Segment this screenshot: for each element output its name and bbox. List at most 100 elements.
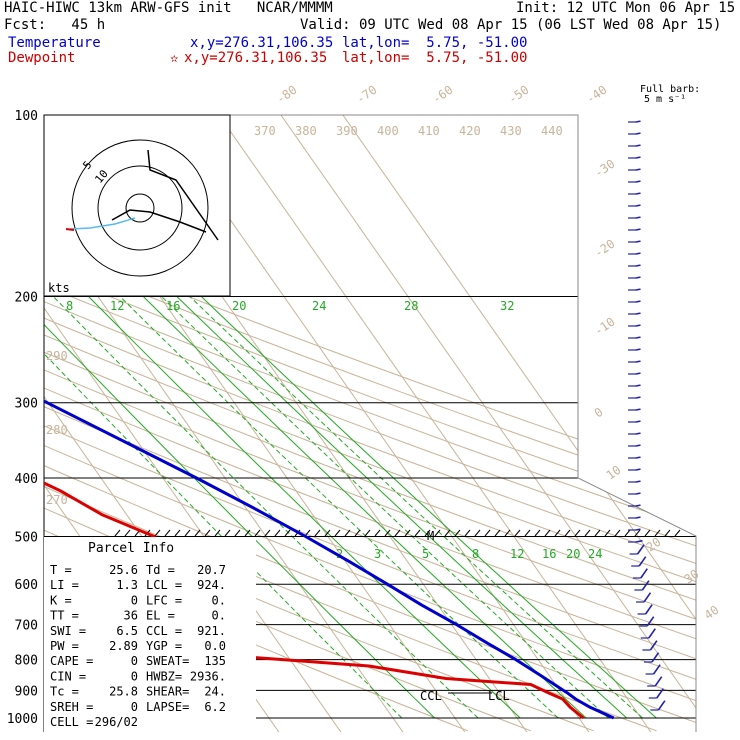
- parcel-row-label: SWI =: [50, 624, 86, 638]
- parcel-row-value: 24.: [204, 685, 226, 699]
- wind-barb: [635, 348, 641, 351]
- mixing-ratio-label: 8: [66, 299, 73, 313]
- theta-label: 370: [254, 124, 276, 138]
- pressure-label-300: 300: [15, 397, 38, 412]
- hatch-mark: [674, 529, 681, 537]
- parcel-row-value: 135: [204, 654, 226, 668]
- isotherm-label: -40: [584, 83, 610, 107]
- parcel-row-value: 924.: [197, 578, 226, 592]
- theta-label: 420: [459, 124, 481, 138]
- parcel-row-label: CIN =: [50, 669, 86, 683]
- dry-adiabat: [44, 115, 696, 732]
- isotherm-label: -80: [274, 83, 300, 107]
- dry-adiabat: [44, 115, 696, 732]
- hatch-mark: [204, 529, 211, 537]
- mixing-ratio-label: 3: [374, 547, 381, 561]
- isotherm-label: 20: [644, 535, 664, 555]
- header-valid-time: Valid: 09 UTC Wed 08 Apr 15 (06 LST Wed …: [300, 17, 722, 33]
- wind-barb: [635, 539, 643, 543]
- isotherm-label: -60: [430, 83, 456, 107]
- hatch-mark: [254, 529, 261, 537]
- parcel-row-value: 20.7: [197, 563, 226, 577]
- parcel-row-label: EL =: [146, 609, 175, 623]
- wind-barb: [635, 516, 641, 519]
- wind-barb: [635, 372, 641, 375]
- dry-adiabat: [44, 115, 696, 732]
- isotherm-line: [342, 115, 696, 732]
- dry-adiabat: [44, 115, 696, 732]
- hatch-mark: [214, 529, 221, 537]
- theta-label: 390: [336, 124, 358, 138]
- ccl-label: CCL: [420, 689, 442, 703]
- pressure-label-700: 700: [15, 619, 38, 634]
- wind-barb: [640, 568, 648, 579]
- hatch-mark: [224, 529, 231, 537]
- hatch-mark: [194, 529, 201, 537]
- parcel-row-label: SHEAR=: [146, 685, 189, 699]
- parcel-row-value: 1.3: [116, 578, 138, 592]
- hatch-mark: [634, 529, 641, 537]
- wind-barb: [635, 480, 641, 483]
- hodograph-ring-5: [125, 193, 155, 223]
- dry-adiabat: [44, 115, 696, 732]
- hatch-mark: [424, 529, 431, 537]
- parcel-row-value: 2936.: [190, 669, 226, 683]
- wind-barb: [635, 192, 641, 195]
- legend-dewpoint: Dewpoint: [8, 50, 76, 66]
- hatch-mark: [274, 529, 281, 537]
- wind-barb: [635, 336, 641, 339]
- hatch-mark: [494, 529, 501, 537]
- wind-barb: [635, 240, 641, 243]
- mixing-ratio-label: 12: [110, 299, 124, 313]
- hatch-mark: [594, 529, 601, 537]
- hatch-mark: [574, 529, 581, 537]
- mixing-ratio-label: 8: [472, 547, 479, 561]
- legend-temperature-latlon: lat,lon= 5.75, -51.00: [342, 35, 528, 51]
- parcel-row-label: Tc =: [50, 685, 79, 699]
- hatch-mark: [584, 529, 591, 537]
- hodograph-unit-label: kts: [48, 281, 70, 295]
- wind-barb: [635, 420, 641, 423]
- hatch-mark: [524, 529, 531, 537]
- parcel-row-value: 2.89: [109, 639, 138, 653]
- mixing-ratio-line: [52, 296, 479, 719]
- barb-legend-title: Full barb:: [640, 84, 701, 95]
- parcel-row-label: LCL =: [146, 578, 182, 592]
- wind-barb: [635, 396, 641, 399]
- wind-barb: [646, 616, 655, 627]
- header-title: HAIC-HIWC 13km ARW-GFS init NCAR/MMMM: [4, 0, 333, 16]
- isotherm-label: -70: [354, 83, 380, 107]
- hatch-mark: [484, 529, 491, 537]
- parcel-info-panel: Parcel Info T = 25.6 Td = 20.7 LI = 1.3 LCL = 92…: [44, 537, 256, 732]
- pressure-label-1000: 1000: [7, 712, 38, 727]
- wind-barb: [657, 700, 666, 711]
- wind-barb: [636, 544, 645, 555]
- wind-barb: [635, 360, 641, 363]
- parcel-row-value: 36: [124, 609, 138, 623]
- pressure-label-900: 900: [15, 684, 38, 699]
- mixing-ratio-label: 28: [404, 299, 418, 313]
- lcl-label: LCL: [488, 689, 510, 703]
- hatch-mark: [314, 529, 321, 537]
- mixing-ratio-label: 2: [336, 547, 343, 561]
- isotherm-label: 10: [604, 463, 624, 483]
- hatch-mark: [474, 529, 481, 537]
- wind-barb: [641, 580, 650, 591]
- mixing-ratio-label: 24: [312, 299, 326, 313]
- hodograph-surface-mark: [65, 228, 75, 231]
- hodograph-ring-10: [97, 165, 183, 251]
- parcel-row-label: PW =: [50, 639, 79, 653]
- hatch-mark: [454, 529, 461, 537]
- hatch-mark: [464, 529, 471, 537]
- pressure-label-600: 600: [15, 578, 38, 593]
- hodograph-low-trace: [69, 217, 136, 230]
- hatch-mark: [564, 529, 571, 537]
- parcel-row-label: SWEAT=: [146, 654, 189, 668]
- parcel-row-value: 296/02: [95, 715, 138, 729]
- theta-label: 400: [377, 124, 399, 138]
- isotherm-label: 0: [592, 405, 606, 421]
- parcel-row-label: CAPE =: [50, 654, 93, 668]
- wind-barb: [635, 180, 641, 183]
- wind-barb: [635, 228, 641, 231]
- parcel-row-value: 0: [131, 700, 138, 714]
